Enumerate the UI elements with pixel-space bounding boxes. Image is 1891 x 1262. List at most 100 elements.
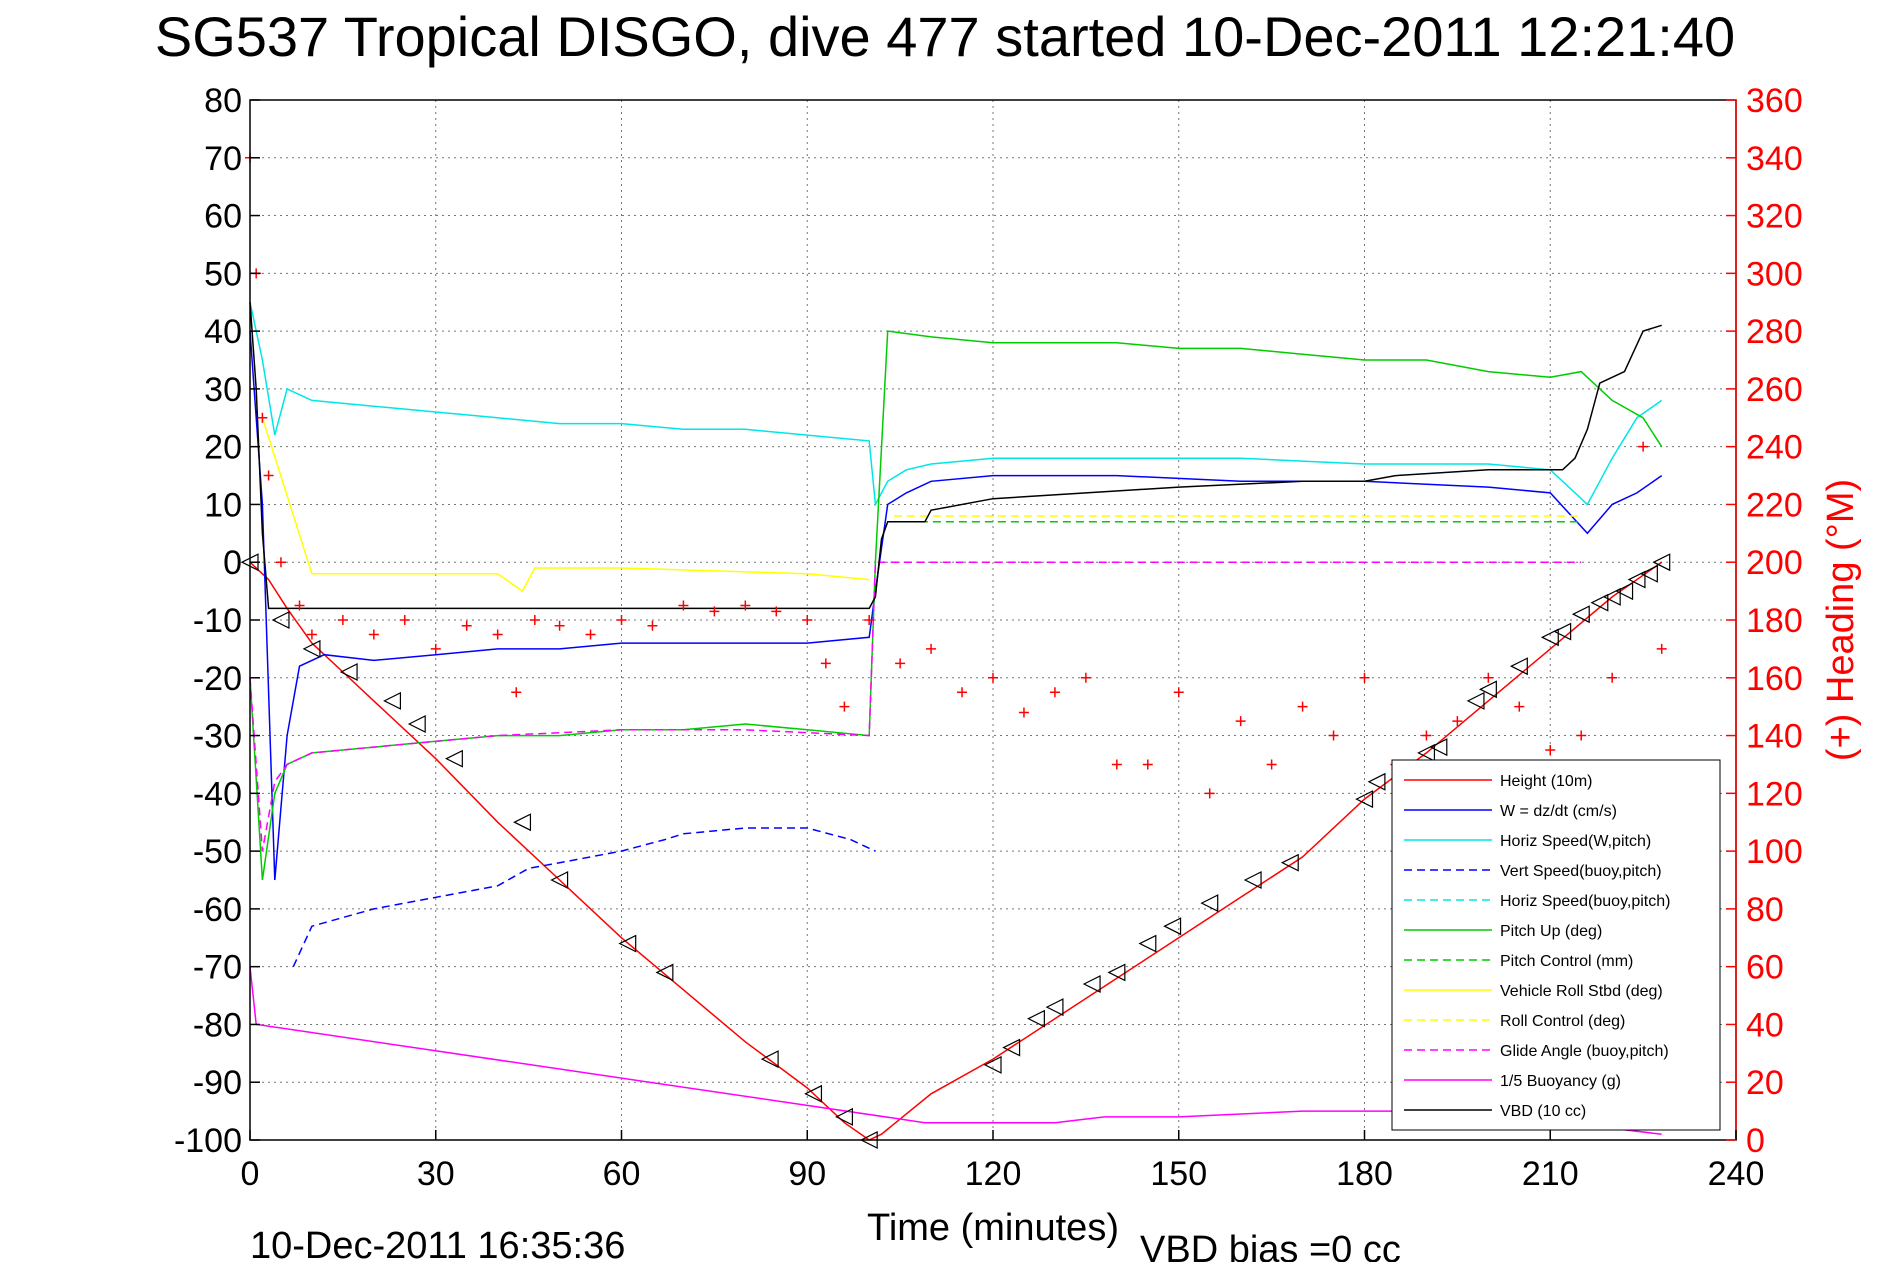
y-right-tick-label: 360 [1746, 82, 1803, 120]
footer-timestamp: 10-Dec-2011 16:35:36 [250, 1225, 625, 1262]
depth-marker [1627, 570, 1646, 589]
y-tick-label: -30 [193, 718, 242, 756]
heading-point [647, 620, 658, 631]
y-tick-label: 70 [204, 140, 242, 178]
y-tick-label: -70 [193, 949, 242, 987]
heading-point [257, 412, 268, 423]
x-tick-label: 120 [965, 1155, 1022, 1193]
depth-marker [760, 1050, 779, 1069]
depth-marker [1355, 790, 1374, 809]
y-right-tick-label: 40 [1746, 1006, 1784, 1044]
depth-marker [804, 1084, 823, 1103]
depth-marker [1002, 1038, 1021, 1057]
y-tick-label: -40 [193, 775, 242, 813]
y-right-tick-label: 340 [1746, 140, 1803, 178]
heading-point [678, 600, 689, 611]
x-tick-label: 30 [417, 1155, 455, 1193]
y-tick-label: 60 [204, 198, 242, 236]
y-right-tick-label: 160 [1746, 660, 1803, 698]
heading-point [1514, 701, 1525, 712]
heading-point [839, 701, 850, 712]
legend-label-9: Glide Angle (buoy,pitch) [1500, 1043, 1669, 1060]
legend-label-6: Pitch Control (mm) [1500, 953, 1633, 970]
heading-point [337, 615, 348, 625]
y-right-tick-label: 220 [1746, 486, 1803, 524]
depth-marker [1200, 894, 1219, 913]
y-tick-label: 50 [204, 255, 242, 293]
depth-marker [1540, 628, 1559, 647]
heading-point [461, 620, 472, 631]
y-right-tick-label: 100 [1746, 833, 1803, 871]
y-axis-ticks: 80 70 60 50 40 30 20 10 0 -10 -20 -30 -40 -50 -60 -70 -8… [174, 82, 260, 1160]
heading-point [306, 629, 317, 640]
depth-marker [1466, 691, 1485, 710]
y-tick-label: -20 [193, 660, 242, 698]
depth-marker [1280, 853, 1299, 872]
depth-marker [550, 871, 569, 889]
heading-point [1080, 672, 1091, 683]
depth-marker [1652, 553, 1671, 572]
depth-marker [1138, 934, 1157, 953]
series-line-9 [249, 561, 1582, 852]
heading-point [1607, 672, 1618, 683]
depth-marker [444, 749, 463, 768]
heading-markers [245, 152, 1667, 799]
heading-point [294, 600, 305, 611]
footer-vbd-bias: VBD bias =0 cc [1140, 1229, 1401, 1262]
heading-point [1297, 701, 1308, 712]
y-tick-label: -80 [193, 1006, 242, 1044]
heading-point [368, 629, 379, 640]
y-tick-label: -10 [193, 602, 242, 640]
series-line-1 [249, 331, 1663, 881]
heading-point [1452, 716, 1463, 727]
legend-label-1: W = dz/dt (cm/s) [1500, 803, 1617, 820]
depth-marker [1590, 593, 1609, 612]
depth-marker [1243, 871, 1262, 889]
y-right-tick-label: 0 [1746, 1122, 1765, 1160]
depth-marker [339, 663, 358, 681]
heading-point [616, 615, 627, 625]
heading-point [430, 643, 441, 654]
heading-point [1111, 759, 1122, 770]
heading-point [988, 672, 998, 683]
legend-label-0: Height (10m) [1500, 773, 1592, 790]
heading-point [529, 615, 540, 625]
legend-label-5: Pitch Up (deg) [1500, 923, 1602, 940]
depth-marker [835, 1107, 853, 1126]
depth-marker [1571, 605, 1590, 624]
heading-point [740, 600, 751, 611]
y-axis-right-ticks: 3603403203002802602402202001801601401201… [1726, 82, 1803, 1160]
depth-marker [1417, 743, 1436, 762]
heading-point [1328, 730, 1339, 741]
x-tick-label: 60 [603, 1155, 641, 1193]
heading-point [1266, 759, 1277, 770]
y-right-tick-label: 120 [1746, 775, 1803, 813]
heading-point [554, 620, 565, 631]
heading-point [1018, 707, 1029, 718]
legend-label-7: Vehicle Roll Stbd (deg) [1500, 983, 1663, 1000]
heading-point [1545, 745, 1556, 755]
legend-label-8: Roll Control (deg) [1500, 1013, 1625, 1030]
y-right-tick-label: 80 [1746, 891, 1784, 929]
heading-point [1576, 730, 1587, 741]
heading-point [399, 615, 410, 625]
heading-point [864, 615, 875, 625]
heading-point [275, 557, 286, 568]
heading-point [895, 658, 906, 669]
depth-marker [1602, 587, 1621, 606]
heading-point [957, 687, 968, 698]
x-tick-label: 240 [1708, 1155, 1765, 1193]
heading-point [709, 606, 720, 617]
depth-marker [1639, 564, 1658, 583]
heading-point [820, 658, 831, 669]
x-tick-label: 150 [1150, 1155, 1207, 1193]
y-right-tick-label: 140 [1746, 718, 1803, 756]
depth-marker [1026, 1009, 1045, 1028]
x-tick-label: 0 [241, 1155, 260, 1193]
heading-point [1359, 672, 1370, 683]
y-tick-label: 40 [204, 313, 242, 351]
depth-marker [655, 963, 674, 982]
series-line-11 [249, 302, 1662, 610]
depth-marker [618, 934, 637, 953]
